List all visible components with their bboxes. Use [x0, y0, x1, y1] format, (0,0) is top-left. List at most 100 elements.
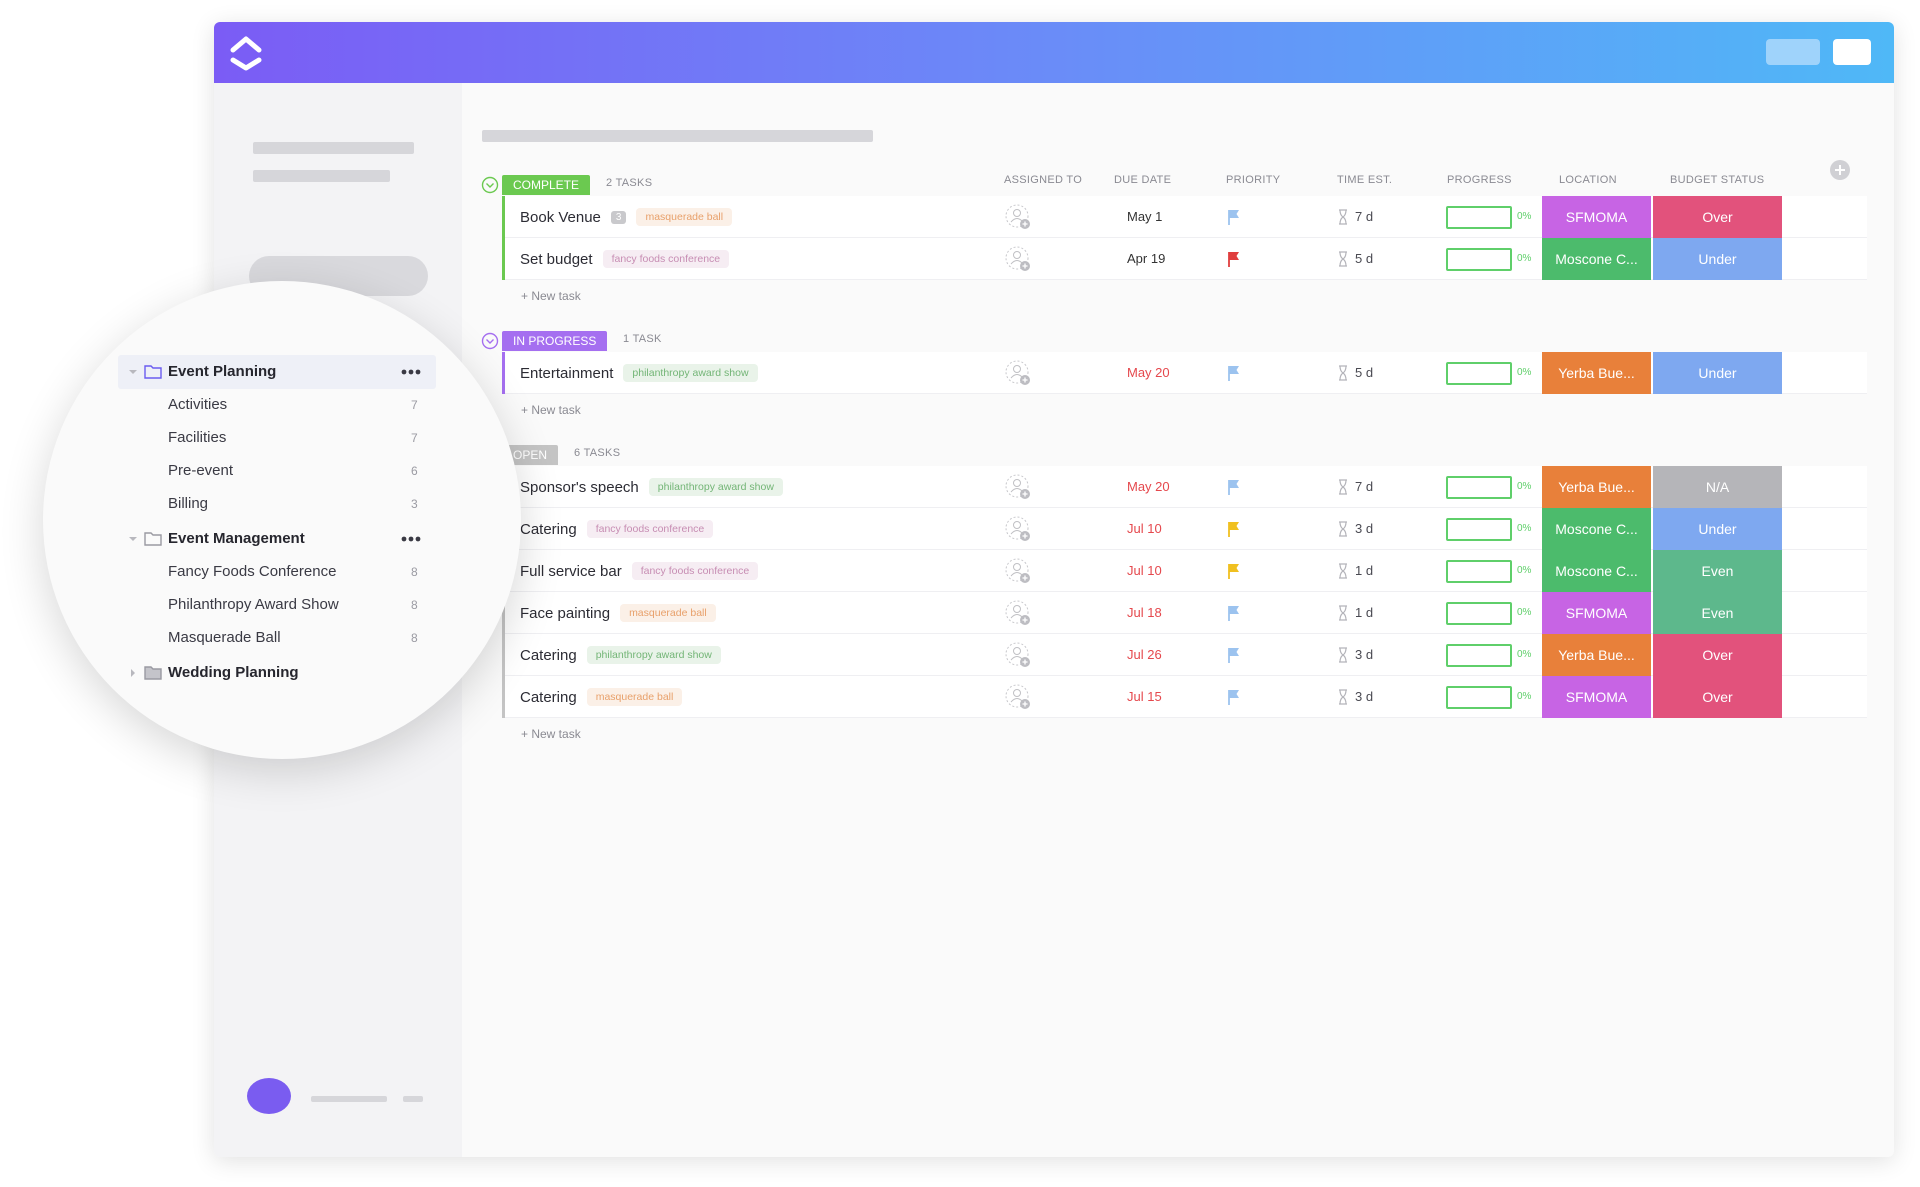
task-name[interactable]: Face painting [520, 604, 611, 622]
time-estimate: 5 d [1355, 365, 1374, 380]
folder-icon [144, 532, 162, 546]
priority-flag [1228, 690, 1239, 705]
due-date: May 20 [1127, 479, 1170, 494]
chat-button[interactable] [247, 1078, 291, 1114]
header-button[interactable] [1833, 39, 1871, 65]
list-label[interactable]: Fancy Foods Conference [168, 563, 337, 580]
new-task-button[interactable]: + New task [521, 289, 581, 303]
budget-cell: Over [1653, 634, 1782, 676]
priority-flag [1228, 648, 1239, 663]
assignee-icon [1005, 642, 1030, 667]
status-label[interactable]: COMPLETE [502, 175, 591, 195]
budget-cell: Over [1653, 196, 1782, 238]
list-label[interactable]: Masquerade Ball [168, 629, 281, 646]
hourglass-icon [1339, 479, 1347, 495]
header-button[interactable] [1766, 39, 1820, 65]
status-label[interactable]: IN PROGRESS [502, 331, 608, 351]
placeholder-bar [253, 142, 414, 154]
folder-label[interactable]: Wedding Planning [168, 664, 299, 681]
progress-bar [1446, 518, 1512, 541]
tag: masquerade ball [636, 208, 733, 226]
task-name[interactable]: Catering [520, 520, 577, 538]
progress-bar [1446, 602, 1512, 625]
location-cell: Moscone C... [1542, 238, 1651, 280]
budget-cell: N/A [1653, 466, 1782, 508]
task-name[interactable]: Entertainment [520, 364, 614, 382]
assignee-icon [1005, 246, 1030, 271]
hourglass-icon [1339, 605, 1347, 621]
budget-cell: Even [1653, 592, 1782, 634]
hourglass-icon [1339, 647, 1347, 663]
folder-icon [144, 365, 162, 379]
list-label[interactable]: Pre-event [168, 462, 234, 479]
time-estimate: 7 d [1355, 479, 1374, 494]
more-menu [401, 369, 421, 375]
priority-flag [1228, 606, 1239, 621]
location-cell: SFMOMA [1542, 196, 1651, 238]
list-label[interactable]: Billing [168, 495, 209, 512]
tag: philanthropy award show [648, 478, 783, 496]
task-name[interactable]: Full service bar [520, 562, 622, 580]
task-name-cell: Catering fancy foods conference [520, 508, 714, 550]
logo [230, 36, 262, 71]
time-estimate: 1 d [1355, 605, 1374, 620]
assignee-icon [1005, 600, 1030, 625]
placeholder-bar [253, 170, 390, 182]
status-label[interactable]: OPEN [502, 445, 559, 465]
assignee-icon [1005, 360, 1030, 385]
tag: philanthropy award show [586, 646, 721, 664]
task-name-cell: Book Venue 3 masquerade ball [520, 196, 733, 238]
tag: masquerade ball [586, 688, 683, 706]
progress-percent: 0% [1517, 481, 1532, 492]
time-estimate: 3 d [1355, 689, 1374, 704]
priority-flag [1228, 480, 1239, 495]
time-estimate: 7 d [1355, 209, 1374, 224]
folder-icon [144, 666, 162, 680]
list-label[interactable]: Facilities [168, 429, 227, 446]
list-label[interactable]: Philanthropy Award Show [168, 596, 339, 613]
time-estimate: 1 d [1355, 563, 1374, 578]
top-bar [214, 22, 1894, 83]
location-cell: Moscone C... [1542, 550, 1651, 592]
tag: fancy foods conference [586, 520, 714, 538]
list-count: 6 [411, 464, 418, 478]
task-name-cell: Set budget fancy foods conference [520, 238, 730, 280]
due-date: Jul 26 [1127, 647, 1162, 662]
add-column-button[interactable] [1829, 159, 1851, 181]
task-count: 1 TASK [623, 333, 662, 345]
task-name[interactable]: Set budget [520, 250, 593, 268]
progress-percent: 0% [1517, 253, 1532, 264]
priority-flag [1228, 210, 1239, 225]
tag: fancy foods conference [631, 562, 759, 580]
due-date: Jul 18 [1127, 605, 1162, 620]
due-date: Jul 10 [1127, 563, 1162, 578]
task-name[interactable]: Sponsor's speech [520, 478, 639, 496]
column-header: DUE DATE [1114, 174, 1172, 186]
folder-label[interactable]: Event Planning [168, 363, 277, 380]
due-date: Jul 10 [1127, 521, 1162, 536]
budget-cell: Even [1653, 550, 1782, 592]
budget-cell: Under [1653, 238, 1782, 280]
assignee-icon [1005, 684, 1030, 709]
location-cell: Yerba Bue... [1542, 634, 1651, 676]
progress-bar [1446, 644, 1512, 667]
new-task-button[interactable]: + New task [521, 403, 581, 417]
task-name[interactable]: Catering [520, 646, 577, 664]
column-header: PROGRESS [1447, 174, 1512, 186]
location-cell: Yerba Bue... [1542, 352, 1651, 394]
location-cell: Moscone C... [1542, 508, 1651, 550]
folder-label[interactable]: Event Management [168, 530, 305, 547]
task-count: 2 TASKS [606, 177, 653, 189]
new-task-button[interactable]: + New task [521, 727, 581, 741]
task-name[interactable]: Book Venue [520, 208, 601, 226]
list-label[interactable]: Activities [168, 396, 228, 413]
tag: fancy foods conference [602, 250, 730, 268]
title-placeholder [482, 130, 873, 142]
hourglass-icon [1339, 209, 1347, 225]
task-name[interactable]: Catering [520, 688, 577, 706]
priority-flag [1228, 252, 1239, 267]
progress-percent: 0% [1517, 367, 1532, 378]
time-estimate: 5 d [1355, 251, 1374, 266]
task-name-cell: Catering masquerade ball [520, 676, 683, 718]
